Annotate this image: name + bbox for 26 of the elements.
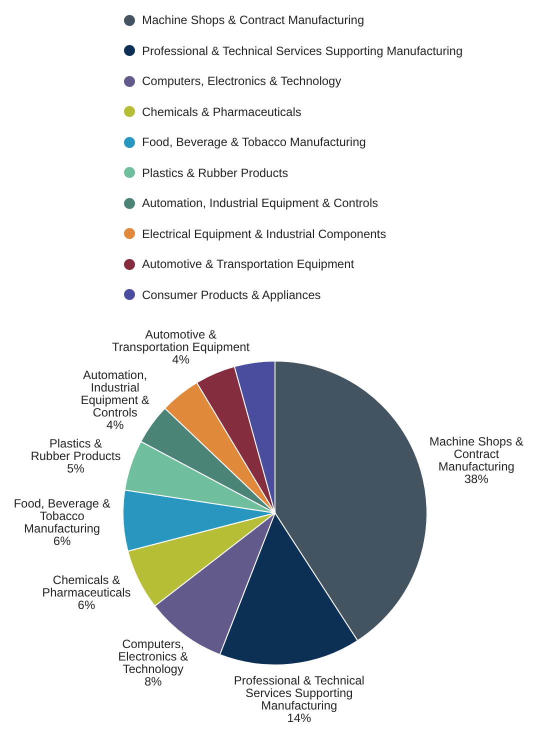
data-label: 14%: [287, 710, 312, 725]
slice-label: Automotive & Transportation Equipment: [112, 327, 250, 354]
legend-label: Electrical Equipment & Industrial Components: [142, 226, 386, 241]
data-label: 5%: [67, 461, 85, 476]
slice-label: Automation, Industrial Equipment & Controls: [80, 368, 150, 420]
legend-label: Automotive & Transportation Equipment: [142, 257, 354, 272]
slice-label: Food, Beverage & Tobacco Manufacturing: [14, 496, 110, 536]
category-label: Chemicals & Pharmaceuticals: [142, 104, 302, 119]
data-label: 6%: [53, 534, 72, 548]
data-label: 38%: [464, 472, 489, 486]
slice-label: Computers, Electronics & Technology: [118, 637, 188, 676]
legend-label: Machine Shops & Contract Manufacturing: [142, 13, 364, 28]
legend-label: Plastics & Rubber Products: [142, 166, 288, 180]
slice-label: Professional & Technical Services Supporting Manufacturing: [234, 673, 364, 712]
data-label: 4%: [172, 352, 190, 366]
data-label: 6%: [78, 598, 96, 612]
legend-label: Consumer Products & Appliances: [142, 288, 321, 302]
slice-label: Chemicals & Pharmaceuticals: [42, 573, 131, 600]
slice-label: Machine Shops & Contract Manufacturing: [429, 434, 524, 474]
legend-label: Automation, Industrial Equipment & Controls: [142, 196, 378, 210]
legend-label: Computers, Electronics & Technology: [142, 74, 342, 88]
data-label: 4%: [106, 418, 124, 432]
data-label: 8%: [144, 674, 162, 689]
slice-label: Plastics & Rubber Products: [30, 436, 121, 463]
legend-label: Food, Beverage & Tobacco Manufacturing: [142, 135, 366, 150]
legend-label: Professional & Technical Services Supporting Manufacturing: [142, 44, 463, 58]
